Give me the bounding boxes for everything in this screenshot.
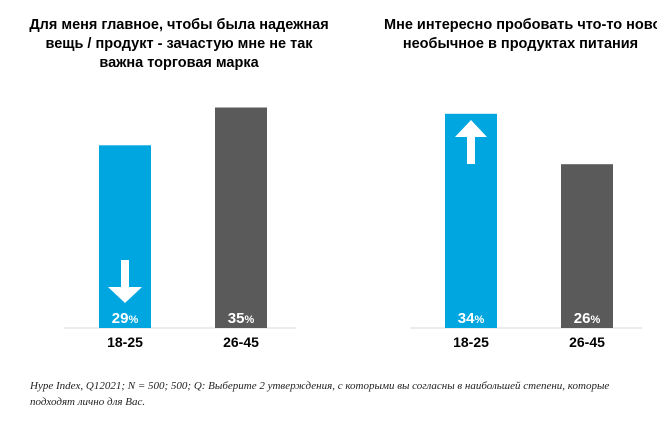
footnote: Hype Index, Q12021; N = 500; 500; Q: Выб… xyxy=(30,380,610,408)
arrow-down-icon xyxy=(108,260,142,303)
bar-value-label: 26% xyxy=(574,310,601,327)
category-label: 26-45 xyxy=(569,334,605,350)
category-label: 26-45 xyxy=(223,334,259,350)
category-label: 18-25 xyxy=(107,334,143,350)
category-label: 18-25 xyxy=(453,334,489,350)
bar-value-label: 35% xyxy=(228,310,255,327)
chart-title-left: Для меня главное, чтобы была надежная ве… xyxy=(29,17,329,71)
arrow-up-icon xyxy=(455,120,487,164)
bar-26-45 xyxy=(561,164,613,328)
bar-value-label: 34% xyxy=(458,310,485,327)
bar-value-label: 29% xyxy=(112,310,139,327)
bar-26-45 xyxy=(215,107,267,328)
chart-title-right: Мне интересно пробовать что-то новое нео… xyxy=(384,17,657,52)
